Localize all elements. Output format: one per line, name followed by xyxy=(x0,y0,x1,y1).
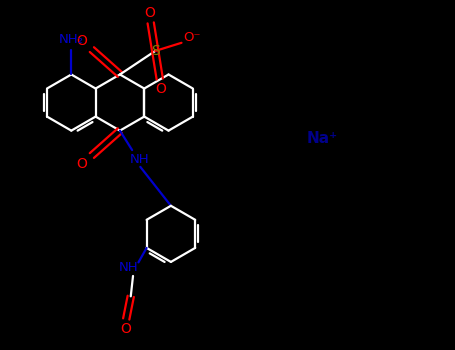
Text: O: O xyxy=(155,82,166,96)
Text: O: O xyxy=(76,157,87,171)
Text: Na⁺: Na⁺ xyxy=(307,131,338,146)
Text: O: O xyxy=(144,6,155,20)
Text: O⁻: O⁻ xyxy=(184,31,201,44)
Text: NH: NH xyxy=(119,261,138,274)
Text: O: O xyxy=(76,34,87,48)
Text: S: S xyxy=(151,44,160,58)
Text: O: O xyxy=(120,322,131,336)
Text: NH: NH xyxy=(130,153,149,166)
Text: NH₂: NH₂ xyxy=(59,33,84,46)
